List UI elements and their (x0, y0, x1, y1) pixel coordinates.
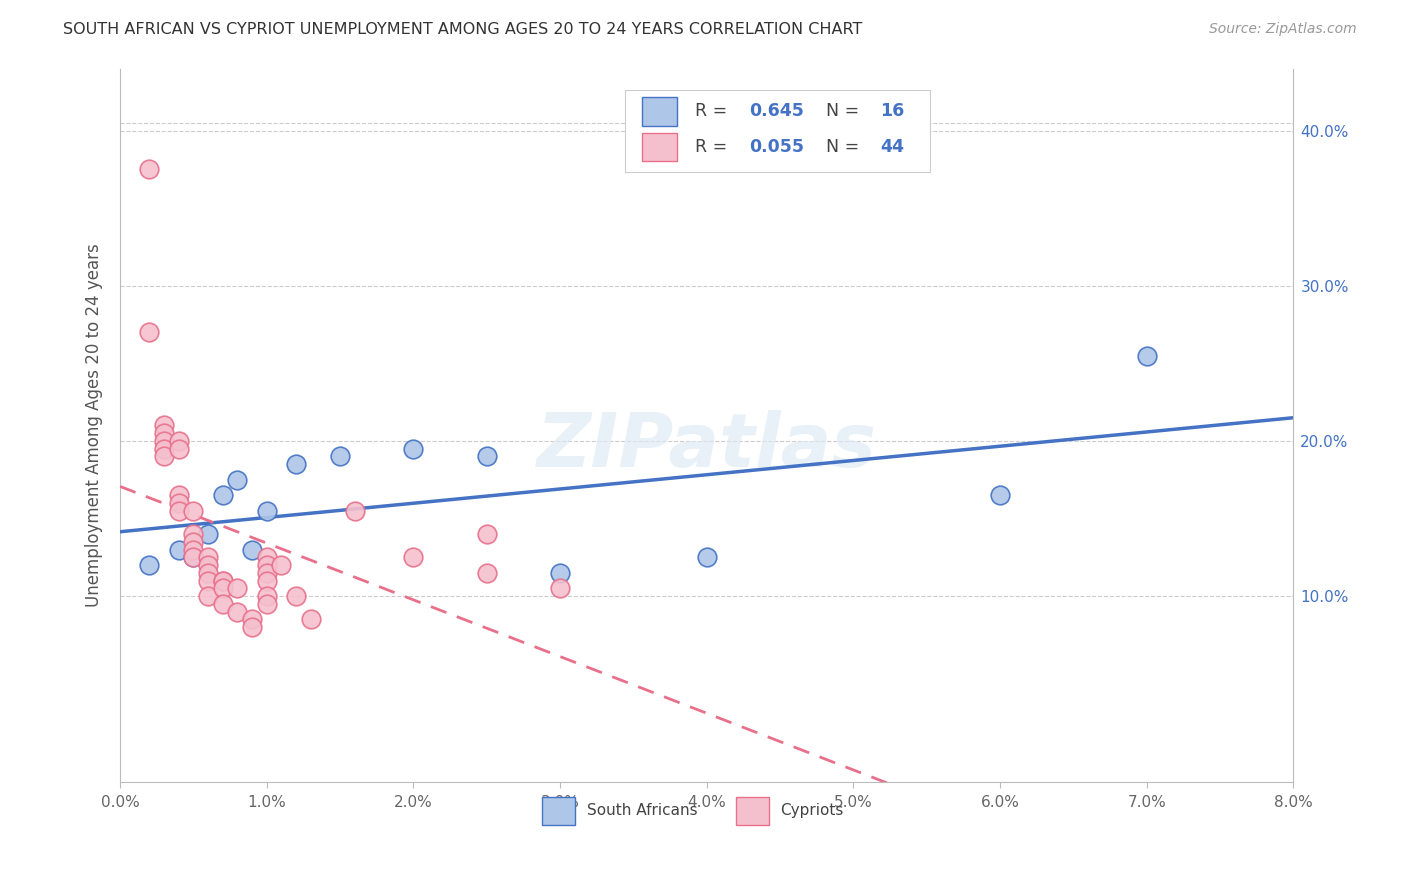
Bar (735, 797, 769, 825)
Point (329, 450, 352, 464)
Point (138, 162, 160, 177)
Point (256, 550, 278, 565)
Point (153, 450, 176, 464)
Point (167, 488, 190, 502)
Point (211, 574, 233, 588)
Point (548, 582, 571, 596)
Bar (624, 90, 929, 172)
Point (402, 550, 425, 565)
Point (181, 542, 204, 557)
Bar (643, 133, 678, 161)
Text: N =: N = (827, 138, 865, 156)
Point (138, 326, 160, 340)
Text: 0.645: 0.645 (749, 103, 804, 120)
Text: South Africans: South Africans (586, 804, 697, 818)
Point (153, 418, 176, 433)
Point (240, 620, 263, 634)
Text: 16: 16 (880, 103, 904, 120)
Point (226, 605, 249, 619)
Point (696, 550, 718, 565)
Text: R =: R = (695, 103, 733, 120)
Point (211, 597, 233, 611)
Point (197, 558, 219, 572)
Point (548, 566, 571, 580)
Point (240, 542, 263, 557)
Point (181, 504, 204, 518)
Point (181, 534, 204, 549)
Point (167, 504, 190, 518)
Point (1136, 349, 1159, 363)
Point (475, 527, 498, 541)
Point (270, 558, 292, 572)
Point (167, 442, 190, 456)
Point (181, 550, 204, 565)
Point (153, 434, 176, 448)
Point (256, 574, 278, 588)
Point (197, 589, 219, 603)
Text: SOUTH AFRICAN VS CYPRIOT UNEMPLOYMENT AMONG AGES 20 TO 24 YEARS CORRELATION CHAR: SOUTH AFRICAN VS CYPRIOT UNEMPLOYMENT AM… (63, 22, 863, 37)
Point (211, 574, 233, 588)
Point (226, 582, 249, 596)
Point (197, 550, 219, 565)
Point (167, 496, 190, 510)
Point (285, 589, 308, 603)
Bar (643, 97, 678, 126)
Point (197, 566, 219, 580)
Point (167, 434, 190, 448)
Point (256, 504, 278, 518)
Y-axis label: Unemployment Among Ages 20 to 24 years: Unemployment Among Ages 20 to 24 years (86, 244, 103, 607)
Text: 0.055: 0.055 (749, 138, 804, 156)
Point (988, 488, 1011, 502)
Text: Cypriots: Cypriots (780, 804, 844, 818)
Text: Source: ZipAtlas.com: Source: ZipAtlas.com (1209, 22, 1357, 37)
Point (475, 450, 498, 464)
Point (197, 574, 219, 588)
Point (240, 612, 263, 626)
Point (153, 442, 176, 456)
Point (402, 442, 425, 456)
Text: 44: 44 (880, 138, 904, 156)
Point (138, 558, 160, 572)
Point (181, 550, 204, 565)
Text: N =: N = (827, 103, 865, 120)
Text: R =: R = (695, 138, 733, 156)
Point (226, 473, 249, 487)
Point (256, 589, 278, 603)
Point (181, 527, 204, 541)
Point (343, 504, 366, 518)
Point (153, 426, 176, 441)
Point (211, 488, 233, 502)
Point (256, 597, 278, 611)
Bar (543, 797, 575, 825)
Text: ZIPatlas: ZIPatlas (537, 410, 877, 483)
Point (256, 566, 278, 580)
Point (299, 612, 322, 626)
Point (197, 527, 219, 541)
Point (167, 542, 190, 557)
Point (475, 566, 498, 580)
Point (285, 457, 308, 471)
Point (211, 582, 233, 596)
Point (256, 558, 278, 572)
